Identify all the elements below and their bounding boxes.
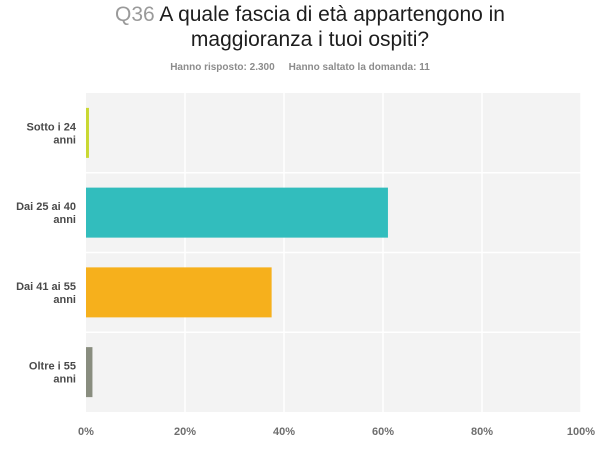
- question-text-line2: maggioranza i tuoi ospiti?: [190, 28, 430, 51]
- x-tick-label: 0%: [78, 426, 94, 438]
- x-tick-label: 100%: [567, 426, 595, 438]
- category-label: anni: [53, 214, 76, 226]
- x-tick-label: 20%: [174, 426, 196, 438]
- bar: [86, 347, 93, 398]
- question-text-line1: A quale fascia di età appartengono in: [159, 3, 505, 26]
- category-label: Sotto i 24: [26, 121, 76, 133]
- category-label: Oltre i 55: [29, 361, 76, 373]
- question-number: Q36: [115, 3, 155, 26]
- bar: [86, 267, 272, 318]
- category-label: Dai 41 ai 55: [16, 281, 76, 293]
- x-tick-label: 40%: [273, 426, 295, 438]
- chart-title: Q36 A quale fascia di età appartengono i…: [80, 2, 540, 52]
- bar: [86, 107, 89, 158]
- bar: [86, 187, 388, 238]
- category-label: anni: [53, 134, 76, 146]
- x-tick-label: 60%: [372, 426, 394, 438]
- response-stats: Hanno risposto: 2.300 Hanno saltato la do…: [0, 62, 600, 73]
- x-tick-label: 80%: [471, 426, 493, 438]
- answered-count: Hanno risposto: 2.300: [170, 62, 275, 73]
- category-label: anni: [53, 374, 76, 386]
- skipped-count: Hanno saltato la domanda: 11: [288, 62, 430, 73]
- category-label: Dai 25 ai 40: [16, 201, 76, 213]
- category-label: anni: [53, 294, 76, 306]
